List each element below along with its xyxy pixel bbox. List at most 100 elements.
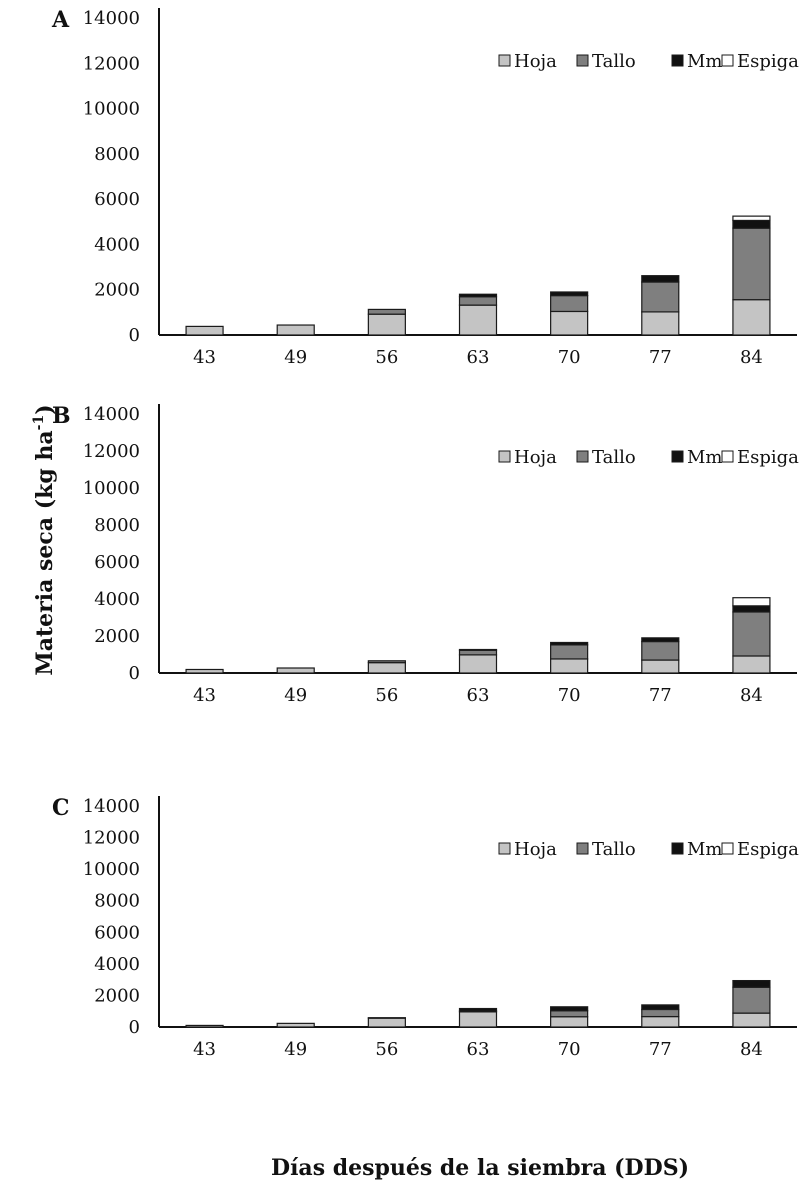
legend-label-mm: Mm: [687, 447, 723, 468]
x-tick-label: 77: [649, 685, 672, 706]
x-tick-label: 43: [193, 347, 216, 368]
bar-mm-77: [642, 1005, 679, 1010]
bar-tallo-77: [642, 642, 679, 661]
legend-swatch-espiga: [722, 55, 733, 66]
y-tick-label: 2000: [94, 626, 140, 647]
bar-hoja-70: [551, 1017, 588, 1027]
bar-tallo-70: [551, 1011, 588, 1017]
x-tick-label: 84: [740, 347, 763, 368]
legend-swatch-hoja: [499, 55, 510, 66]
y-tick-label: 14000: [83, 404, 140, 425]
legend-label-tallo: Tallo: [592, 839, 636, 860]
y-tick-label: 4000: [94, 234, 140, 255]
bar-tallo-70: [551, 296, 588, 312]
bar-mm-84: [733, 220, 770, 228]
x-tick-label: 56: [375, 1039, 398, 1060]
y-tick-label: 4000: [94, 589, 140, 610]
bar-hoja-63: [460, 1012, 497, 1027]
bar-hoja-43: [186, 669, 223, 673]
bar-hoja-43: [186, 326, 223, 335]
legend-swatch-espiga: [722, 843, 733, 854]
x-tick-label: 70: [558, 1039, 581, 1060]
x-tick-label: 63: [467, 347, 490, 368]
y-axis-title-close: ): [32, 404, 58, 414]
bar-espiga-84: [733, 598, 770, 606]
legend-label-tallo: Tallo: [592, 51, 636, 72]
bar-hoja-70: [551, 659, 588, 673]
bar-hoja-56: [368, 314, 405, 335]
bar-tallo-84: [733, 228, 770, 300]
legend-label-espiga: Espiga: [737, 447, 799, 468]
bar-hoja-84: [733, 656, 770, 673]
bar-tallo-70: [551, 645, 588, 659]
legend-label-tallo: Tallo: [592, 447, 636, 468]
y-axis-title: Materia seca (kg ha-1): [31, 404, 58, 675]
panel-letter: A: [51, 7, 70, 33]
bar-mm-63: [460, 294, 497, 296]
bar-mm-77: [642, 276, 679, 282]
bar-tallo-56: [368, 309, 405, 314]
y-axis-title-main: Materia seca (kg ha: [32, 430, 58, 675]
x-tick-label: 43: [193, 685, 216, 706]
legend-label-hoja: Hoja: [514, 51, 557, 72]
y-tick-label: 8000: [94, 515, 140, 536]
legend-label-hoja: Hoja: [514, 447, 557, 468]
y-tick-label: 10000: [83, 859, 140, 880]
y-tick-label: 2000: [94, 280, 140, 301]
y-tick-label: 14000: [83, 8, 140, 29]
x-tick-label: 63: [467, 685, 490, 706]
legend-swatch-hoja: [499, 451, 510, 462]
legend-swatch-espiga: [722, 451, 733, 462]
bar-tallo-56: [368, 661, 405, 663]
x-tick-label: 63: [467, 1039, 490, 1060]
x-tick-label: 43: [193, 1039, 216, 1060]
bar-hoja-77: [642, 1017, 679, 1027]
legend-swatch-mm: [672, 451, 683, 462]
legend-swatch-mm: [672, 843, 683, 854]
bar-tallo-77: [642, 1009, 679, 1016]
bar-mm-84: [733, 981, 770, 988]
bar-hoja-63: [460, 305, 497, 335]
x-tick-label: 77: [649, 1039, 672, 1060]
bar-espiga-84: [733, 216, 770, 220]
x-tick-label: 56: [375, 347, 398, 368]
bar-hoja-49: [277, 1023, 314, 1027]
y-tick-label: 0: [129, 663, 140, 684]
y-tick-label: 6000: [94, 189, 140, 210]
y-tick-label: 8000: [94, 891, 140, 912]
legend-swatch-mm: [672, 55, 683, 66]
bar-tallo-84: [733, 612, 770, 656]
bar-hoja-77: [642, 660, 679, 673]
x-tick-label: 70: [558, 347, 581, 368]
y-axis-title-sup: -1: [31, 415, 47, 431]
y-tick-label: 0: [129, 1017, 140, 1038]
bar-hoja-56: [368, 1018, 405, 1027]
legend-label-mm: Mm: [687, 51, 723, 72]
bar-hoja-49: [277, 668, 314, 673]
legend-label-espiga: Espiga: [737, 51, 799, 72]
bar-hoja-43: [186, 1025, 223, 1027]
x-axis-title: Días después de la siembra (DDS): [271, 1155, 689, 1181]
legend-swatch-tallo: [577, 451, 588, 462]
x-tick-label: 49: [284, 1039, 307, 1060]
bar-mm-63: [460, 650, 497, 651]
bar-hoja-70: [551, 311, 588, 335]
y-tick-label: 12000: [83, 828, 140, 849]
y-tick-label: 10000: [83, 478, 140, 499]
bar-mm-70: [551, 1007, 588, 1011]
y-tick-label: 8000: [94, 144, 140, 165]
bar-mm-70: [551, 642, 588, 644]
y-tick-label: 12000: [83, 53, 140, 74]
bar-tallo-63: [460, 650, 497, 655]
x-tick-label: 49: [284, 347, 307, 368]
y-tick-label: 0: [129, 325, 140, 346]
bar-hoja-49: [277, 325, 314, 335]
bar-hoja-77: [642, 312, 679, 335]
bar-hoja-84: [733, 300, 770, 335]
bar-mm-77: [642, 638, 679, 642]
legend-label-espiga: Espiga: [737, 839, 799, 860]
bar-mm-63: [460, 1009, 497, 1011]
